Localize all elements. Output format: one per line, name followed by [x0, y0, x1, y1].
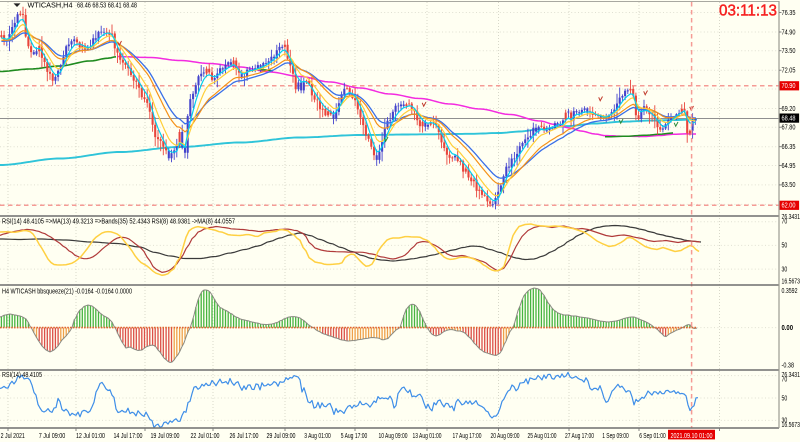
svg-text:2021.09.10 01:00: 2021.09.10 01:00	[671, 433, 713, 440]
svg-text:70.90: 70.90	[782, 83, 796, 90]
svg-text:6 Sep 01:00: 6 Sep 01:00	[639, 433, 666, 440]
svg-text:72.05: 72.05	[782, 68, 796, 75]
svg-text:62.00: 62.00	[782, 203, 796, 210]
svg-text:7 Jul 09:00: 7 Jul 09:00	[39, 433, 66, 440]
svg-text:2 Jul 2021: 2 Jul 2021	[1, 433, 25, 440]
svg-text:74.90: 74.90	[782, 29, 796, 36]
svg-text:50: 50	[782, 395, 788, 402]
svg-text:22 Jul 01:00: 22 Jul 01:00	[190, 433, 219, 440]
svg-text:69.20: 69.20	[782, 106, 796, 113]
svg-text:26 Jul 17:00: 26 Jul 17:00	[229, 433, 258, 440]
svg-text:1 Sep 09:00: 1 Sep 09:00	[602, 433, 629, 440]
svg-text:73.50: 73.50	[782, 48, 796, 55]
svg-text:-0.38: -0.38	[782, 362, 795, 369]
svg-text:14 Jul 17:00: 14 Jul 17:00	[113, 433, 142, 440]
svg-text:13 Aug 01:00: 13 Aug 01:00	[412, 433, 441, 440]
svg-text:H4 WTICASH bbsqueeze(21) -0.01: H4 WTICASH bbsqueeze(21) -0.0164 -0.0164…	[2, 288, 132, 295]
svg-text:68.46 68.53 68.41 68.48: 68.46 68.53 68.41 68.48	[77, 2, 137, 9]
svg-text:29 Jul 09:00: 29 Jul 09:00	[266, 433, 295, 440]
svg-text:10 Aug 09:00: 10 Aug 09:00	[378, 433, 407, 440]
svg-text:WTICASH,H4: WTICASH,H4	[28, 2, 73, 9]
svg-text:16.5673: 16.5673	[782, 279, 800, 286]
svg-text:27 Aug 17:00: 27 Aug 17:00	[565, 433, 594, 440]
svg-text:76.3431: 76.3431	[782, 372, 800, 379]
svg-text:30: 30	[782, 418, 788, 425]
svg-text:RSI(14) 48.4105 =>MA(13) 49.3: RSI(14) 48.4105 =>MA(13) 49.3213 =>Bands…	[2, 218, 235, 225]
svg-text:5 Aug 17:00: 5 Aug 17:00	[341, 433, 368, 440]
svg-text:20 Aug 09:00: 20 Aug 09:00	[490, 433, 519, 440]
svg-text:12 Jul 01:00: 12 Jul 01:00	[76, 433, 105, 440]
svg-text:0.3592: 0.3592	[782, 288, 798, 295]
svg-text:63.50: 63.50	[782, 182, 796, 189]
svg-text:30: 30	[782, 266, 788, 273]
svg-text:0.00: 0.00	[782, 325, 794, 332]
svg-text:03:11:13: 03:11:13	[719, 3, 777, 20]
svg-text:17 Aug 17:00: 17 Aug 17:00	[452, 433, 481, 440]
svg-text:76.3431: 76.3431	[782, 214, 800, 221]
svg-text:64.95: 64.95	[782, 163, 796, 170]
svg-text:68.48: 68.48	[782, 115, 796, 122]
svg-text:19 Jul 09:00: 19 Jul 09:00	[150, 433, 179, 440]
svg-text:3 Aug 01:00: 3 Aug 01:00	[304, 433, 331, 440]
svg-text:70: 70	[782, 219, 788, 226]
svg-text:66.35: 66.35	[782, 144, 796, 151]
svg-text:76.35: 76.35	[782, 10, 796, 17]
svg-text:25 Aug 01:00: 25 Aug 01:00	[527, 433, 556, 440]
svg-text:70: 70	[782, 377, 788, 384]
svg-text:67.80: 67.80	[782, 125, 796, 132]
svg-text:16.5673: 16.5673	[782, 422, 800, 429]
svg-text:RSI(14) 48.4105: RSI(14) 48.4105	[2, 372, 42, 379]
svg-text:50: 50	[782, 243, 788, 250]
